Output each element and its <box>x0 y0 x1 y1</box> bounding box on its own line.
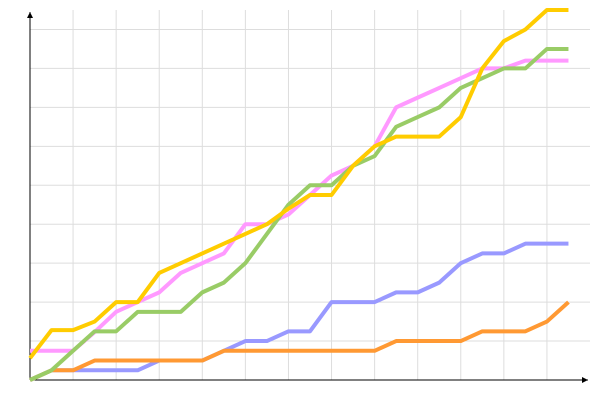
series-line <box>29 241 569 382</box>
series-line <box>30 58 569 353</box>
series-line <box>28 8 569 360</box>
series-line <box>29 300 570 382</box>
